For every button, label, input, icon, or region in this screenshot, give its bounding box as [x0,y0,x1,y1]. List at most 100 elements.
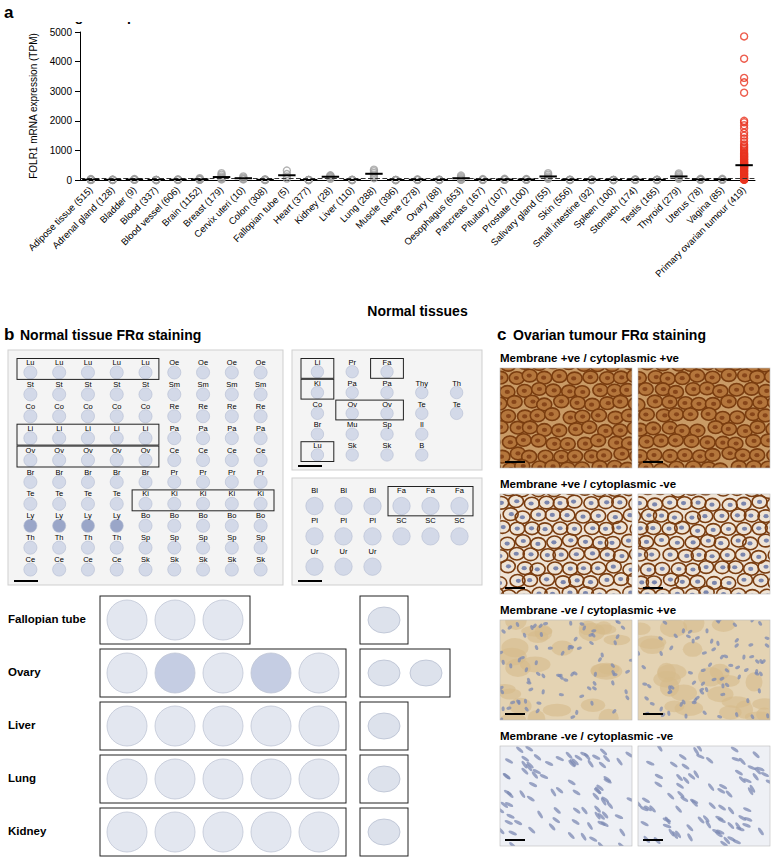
svg-text:Lu: Lu [55,358,63,367]
svg-text:Oe: Oe [256,358,266,367]
svg-text:Oe: Oe [169,358,179,367]
svg-text:Ov: Ov [83,446,93,455]
svg-text:Pa: Pa [348,379,358,388]
svg-text:Th: Th [452,379,461,388]
svg-text:Kidney: Kidney [8,825,47,837]
svg-text:2000: 2000 [50,115,73,126]
svg-text:Membrane +ve / cytoplasmic +ve: Membrane +ve / cytoplasmic +ve [500,352,679,364]
svg-text:FOLR1 mRNA expression (TPM): FOLR1 mRNA expression (TPM) [28,33,39,179]
svg-text:Ki: Ki [200,489,207,498]
svg-text:Pr: Pr [348,358,356,367]
svg-text:Lung: Lung [8,772,36,784]
svg-text:Br: Br [55,468,63,477]
svg-text:Liver: Liver [8,719,36,731]
svg-text:Te: Te [84,489,92,498]
svg-text:Sm: Sm [169,380,180,389]
svg-text:Re: Re [198,402,208,411]
svg-text:Il: Il [420,420,424,429]
svg-text:Ov: Ov [141,446,151,455]
svg-text:Ovarian tumour FRα staining: Ovarian tumour FRα staining [513,327,706,343]
svg-text:Ce: Ce [83,555,93,564]
svg-text:Ce: Ce [227,446,237,455]
svg-text:Li: Li [114,424,120,433]
svg-text:Pr: Pr [228,468,236,477]
svg-text:Br: Br [27,468,35,477]
svg-text:Ur: Ur [340,547,348,556]
svg-text:Sk: Sk [348,441,357,450]
svg-text:Ki: Ki [257,489,264,498]
svg-text:Thy: Thy [416,379,429,388]
svg-text:4000: 4000 [50,56,73,67]
svg-text:Ce: Ce [112,555,122,564]
svg-text:Ki: Ki [228,489,235,498]
svg-text:Ovary: Ovary [8,666,41,678]
svg-text:Bl: Bl [369,486,376,495]
svg-text:Co: Co [112,402,122,411]
svg-text:Membrane -ve / cytoplasmic +ve: Membrane -ve / cytoplasmic +ve [500,604,676,616]
svg-text:Ce: Ce [54,555,64,564]
svg-text:Ov: Ov [26,446,36,455]
svg-text:Pl: Pl [311,516,318,525]
svg-text:Co: Co [141,402,151,411]
svg-text:Ov: Ov [54,446,64,455]
svg-text:Pl: Pl [369,516,376,525]
svg-text:Sm: Sm [197,380,208,389]
svg-text:Sk: Sk [383,441,392,450]
svg-text:B: B [419,441,424,450]
svg-text:Sp: Sp [382,420,391,429]
svg-text:Bo: Bo [256,511,265,520]
svg-text:Pa: Pa [227,424,237,433]
svg-text:Ki: Ki [314,379,321,388]
svg-text:1000: 1000 [50,145,73,156]
svg-text:Te: Te [418,400,426,409]
svg-text:Sm: Sm [255,380,266,389]
svg-text:St: St [56,380,64,389]
svg-text:Fa: Fa [383,358,393,367]
svg-text:Pr: Pr [171,468,179,477]
svg-text:Th: Th [26,533,35,542]
svg-text:Pa: Pa [170,424,180,433]
svg-text:Ly: Ly [55,511,63,520]
svg-text:Oe: Oe [198,358,208,367]
svg-text:Fa: Fa [426,486,436,495]
svg-text:Ly: Ly [113,511,121,520]
svg-text:Fa: Fa [455,486,465,495]
svg-text:Co: Co [26,402,36,411]
svg-text:Ce: Ce [26,555,36,564]
svg-text:Te: Te [55,489,63,498]
svg-text:Primary ovarian tumour (419): Primary ovarian tumour (419) [653,184,748,279]
svg-text:Membrane -ve / cytoplasmic -ve: Membrane -ve / cytoplasmic -ve [500,730,673,742]
svg-text:Sk: Sk [227,555,236,564]
svg-text:Re: Re [256,402,266,411]
svg-text:b: b [4,325,14,344]
svg-text:Lu: Lu [84,358,92,367]
svg-text:Te: Te [26,489,34,498]
svg-text:Normal tissues: Normal tissues [367,303,468,319]
svg-text:Li: Li [27,424,33,433]
svg-text:Sk: Sk [141,555,150,564]
svg-text:Mu: Mu [347,420,357,429]
svg-text:FOLR1 gene expression: FOLR1 gene expression [25,22,185,24]
svg-text:Ov: Ov [347,400,357,409]
svg-text:Fa: Fa [397,486,407,495]
svg-text:Ur: Ur [369,547,377,556]
svg-text:Pr: Pr [257,468,265,477]
svg-text:Br: Br [142,468,150,477]
svg-text:SC: SC [425,516,436,525]
svg-text:St: St [142,380,150,389]
svg-text:Ce: Ce [169,446,179,455]
svg-text:a: a [4,3,14,22]
svg-text:Pl: Pl [340,516,347,525]
svg-text:Lu: Lu [313,441,321,450]
svg-text:SC: SC [396,516,407,525]
svg-text:Sk: Sk [170,555,179,564]
svg-text:Sp: Sp [227,533,236,542]
svg-text:St: St [113,380,121,389]
svg-text:Co: Co [83,402,93,411]
svg-text:Ce: Ce [256,446,266,455]
svg-text:Sp: Sp [170,533,179,542]
svg-text:Sk: Sk [256,555,265,564]
svg-text:Li: Li [85,424,91,433]
svg-text:3000: 3000 [50,86,73,97]
svg-text:Ov: Ov [112,446,122,455]
